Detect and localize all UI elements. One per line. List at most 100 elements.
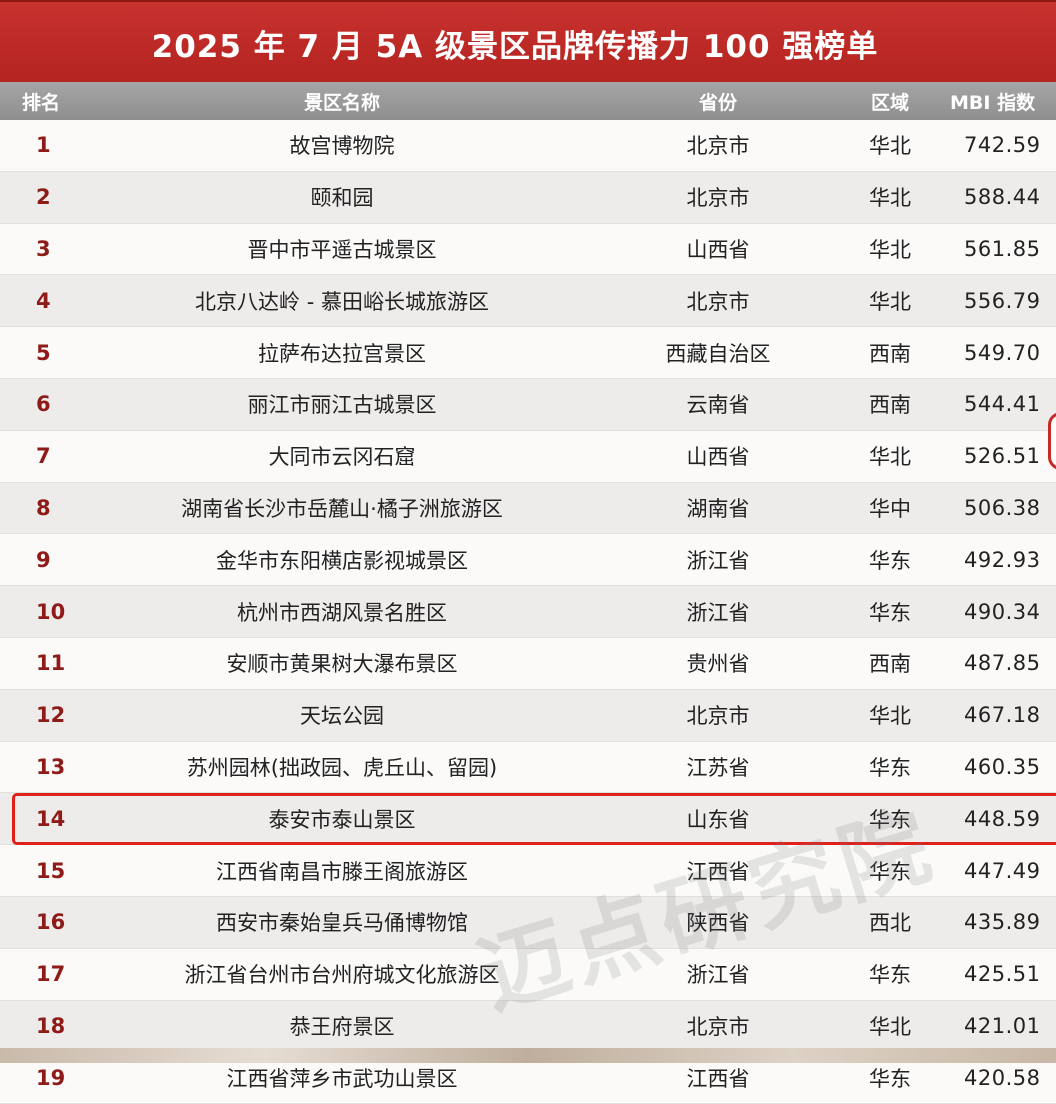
table-row: 7 大同市云冈石窟 山西省 华北 526.51 [0, 430, 1056, 483]
header-region: 区域 [870, 91, 909, 114]
rank-cell: 4 [36, 288, 51, 313]
province-cell: 浙江省 [686, 963, 750, 988]
name-cell: 天坛公园 [300, 704, 384, 729]
province-cell: 西藏自治区 [665, 341, 771, 366]
rank-cell: 10 [36, 599, 66, 624]
table-row: 3 晋中市平遥古城景区 山西省 华北 561.85 [0, 223, 1056, 276]
table-row: 9 金华市东阳横店影视城景区 浙江省 华东 492.93 [0, 534, 1056, 587]
mbi-cell: 556.79 [964, 288, 1041, 313]
mbi-cell: 492.93 [964, 547, 1041, 572]
name-cell: 苏州园林(拙政园、虎丘山、留园) [186, 755, 498, 780]
highlight-box-rank-15 [12, 793, 1056, 845]
table-row: 17 浙江省台州市台州府城文化旅游区 浙江省 华东 425.51 [0, 948, 1056, 1001]
table-row: 12 天坛公园 北京市 华北 467.18 [0, 689, 1056, 742]
rank-cell: 7 [36, 444, 51, 469]
mbi-cell: 544.41 [964, 392, 1041, 417]
region-cell: 华东 [869, 548, 911, 573]
region-cell: 华东 [869, 963, 911, 988]
table-row: 10 杭州市西湖风景名胜区 浙江省 华东 490.34 [0, 586, 1056, 638]
province-cell: 浙江省 [686, 600, 750, 625]
mbi-cell: 425.51 [964, 962, 1041, 987]
name-cell: 晋中市平遥古城景区 [247, 237, 437, 262]
name-cell: 浙江省台州市台州府城文化旅游区 [184, 963, 500, 988]
mbi-cell: 447.49 [964, 858, 1041, 883]
region-cell: 华东 [869, 600, 911, 625]
rank-cell: 18 [36, 1013, 66, 1038]
rank-cell: 2 [36, 185, 51, 210]
name-cell: 江西省南昌市滕王阁旅游区 [216, 859, 468, 884]
table-row: 15 江西省南昌市滕王阁旅游区 江西省 华东 447.49 [0, 845, 1056, 897]
region-cell: 华中 [869, 496, 911, 521]
region-cell: 华北 [869, 1014, 911, 1039]
header-mbi: MBI 指数 [950, 91, 1036, 114]
table-header: 排名 景区名称 省份 区域 MBI 指数 [0, 82, 1056, 120]
province-cell: 山东省 [686, 807, 750, 832]
mbi-cell: 561.85 [964, 236, 1041, 261]
bottom-photo-strip [0, 1048, 1056, 1063]
name-cell: 北京八达岭 - 慕田峪长城旅游区 [195, 289, 489, 314]
rank-cell: 5 [36, 340, 51, 365]
province-cell: 北京市 [686, 1014, 750, 1039]
name-cell: 拉萨布达拉宫景区 [258, 341, 426, 366]
rank-cell: 15 [36, 858, 66, 883]
name-cell: 颐和园 [310, 186, 374, 211]
province-cell: 江西省 [686, 859, 750, 884]
province-cell: 山西省 [686, 237, 750, 262]
side-edge-button[interactable] [1048, 412, 1056, 470]
province-cell: 北京市 [686, 134, 750, 159]
province-cell: 浙江省 [686, 548, 750, 573]
province-cell: 北京市 [686, 704, 750, 729]
mbi-cell: 588.44 [964, 185, 1041, 210]
region-cell: 华北 [869, 237, 911, 262]
region-cell: 华北 [869, 186, 911, 211]
rank-cell: 3 [36, 236, 51, 261]
province-cell: 山西省 [686, 445, 750, 470]
rank-cell: 11 [36, 651, 66, 676]
region-cell: 华北 [869, 289, 911, 314]
table-row: 11 安顺市黄果树大瀑布景区 贵州省 西南 487.85 [0, 637, 1056, 690]
region-cell: 华东 [869, 807, 911, 832]
header-rank: 排名 [22, 91, 61, 114]
table-row: 6 丽江市丽江古城景区 云南省 西南 544.41 [0, 378, 1056, 431]
rank-cell: 14 [36, 806, 66, 831]
mbi-cell: 460.35 [964, 754, 1041, 779]
name-cell: 金华市东阳横店影视城景区 [216, 548, 468, 573]
province-cell: 陕西省 [686, 911, 750, 936]
table-row: 18 恭王府景区 北京市 华北 421.01 [0, 1000, 1056, 1053]
mbi-cell: 435.89 [964, 910, 1041, 935]
name-cell: 恭王府景区 [289, 1014, 395, 1039]
rank-cell: 6 [36, 392, 51, 417]
region-cell: 华东 [869, 755, 911, 780]
name-cell: 丽江市丽江古城景区 [247, 393, 437, 418]
table-row: 1 故宫博物院 北京市 华北 742.59 [0, 120, 1056, 172]
title-banner: 2025 年 7 月 5A 级景区品牌传播力 100 强榜单 [0, 0, 1056, 84]
table-row: 5 拉萨布达拉宫景区 西藏自治区 西南 549.70 [0, 327, 1056, 379]
mbi-cell: 506.38 [964, 495, 1041, 520]
header-name: 景区名称 [303, 91, 380, 114]
table-row: 16 西安市秦始皇兵马俑博物馆 陕西省 西北 435.89 [0, 896, 1056, 949]
rank-cell: 9 [36, 547, 51, 572]
rank-cell: 8 [36, 495, 51, 520]
table-row: 2 颐和园 北京市 华北 588.44 [0, 171, 1056, 224]
region-cell: 西南 [869, 341, 911, 366]
rank-cell: 16 [36, 910, 66, 935]
page-title: 2025 年 7 月 5A 级景区品牌传播力 100 强榜单 [151, 28, 879, 65]
ranking-table-body: 1 故宫博物院 北京市 华北 742.59 2 颐和园 北京市 华北 588.44 3 晋中市平遥古城… [0, 120, 1056, 1104]
region-cell: 西北 [869, 911, 911, 936]
table-row: 13 苏州园林(拙政园、虎丘山、留园) 江苏省 华东 460.35 [0, 741, 1056, 794]
name-cell: 西安市秦始皇兵马俑博物馆 [216, 911, 468, 936]
province-cell: 江苏省 [686, 755, 750, 780]
rank-cell: 13 [36, 754, 66, 779]
name-cell: 湖南省长沙市岳麓山·橘子洲旅游区 [181, 496, 503, 521]
mbi-cell: 549.70 [964, 340, 1041, 365]
rank-cell: 12 [36, 703, 66, 728]
name-cell: 安顺市黄果树大瀑布景区 [226, 652, 458, 677]
table-row: 8 湖南省长沙市岳麓山·橘子洲旅游区 湖南省 华中 506.38 [0, 482, 1056, 535]
table-row: 4 北京八达岭 - 慕田峪长城旅游区 北京市 华北 556.79 [0, 275, 1056, 328]
region-cell: 华北 [869, 134, 911, 159]
mbi-cell: 467.18 [964, 703, 1041, 728]
rank-cell: 1 [36, 133, 51, 158]
region-cell: 华东 [869, 859, 911, 884]
header-province: 省份 [698, 91, 737, 114]
region-cell: 西南 [869, 393, 911, 418]
